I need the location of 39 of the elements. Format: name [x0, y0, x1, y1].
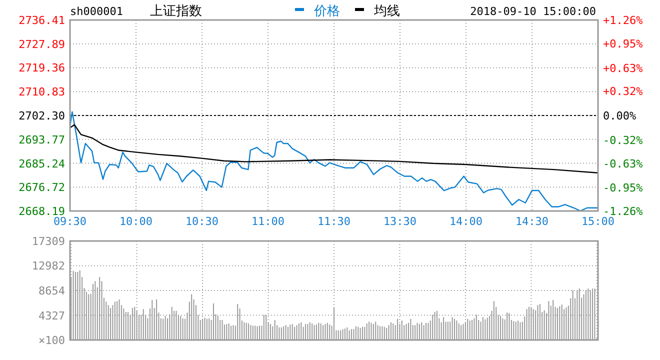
- y-tick-label: 2693.77: [18, 133, 65, 146]
- text: 2018-09-10 15:00:00: [470, 5, 596, 18]
- x-tick-label: 14:00: [449, 215, 483, 228]
- y-tick-label: 2736.41: [18, 14, 65, 27]
- y2-tick-label: 0.00%: [603, 110, 636, 122]
- y-tick-label: 2727.89: [18, 38, 65, 51]
- y2-tick-label: -1.26%: [603, 205, 644, 218]
- x-tick-label: 11:00: [251, 215, 285, 228]
- y2-tick-label: +0.95%: [603, 37, 644, 50]
- x-tick-label: 09:30: [53, 215, 87, 228]
- y2-tick-label: -0.32%: [603, 134, 644, 147]
- y-axis-title: ×100: [38, 334, 65, 347]
- chart-subtitle: sh000001: [70, 5, 123, 18]
- x-tick-label: 14:30: [515, 215, 549, 228]
- y-tick-label: 2685.24: [18, 157, 66, 170]
- y2-tick-label: +1.26%: [603, 14, 644, 27]
- y2-tick-label: +0.32%: [603, 85, 644, 98]
- legend-label: 均线: [373, 4, 400, 19]
- x-tick-label: 10:30: [185, 215, 219, 228]
- y-tick-label: 2702.30: [18, 110, 65, 122]
- y2-tick-label: -0.95%: [603, 182, 644, 195]
- y-tick-label: 2710.83: [18, 86, 65, 99]
- chart-title: 上证指数: [150, 4, 202, 19]
- x-tick-label: 15:00: [581, 215, 615, 228]
- y-tick-label: 12982: [32, 260, 65, 273]
- y-tick-label: 2719.36: [18, 62, 65, 75]
- y2-tick-label: +0.63%: [603, 62, 644, 75]
- y-tick-label: 2668.19: [18, 205, 65, 218]
- y-tick-label: 2676.72: [18, 181, 65, 194]
- y-tick-label: 17309: [32, 235, 65, 248]
- y2-tick-label: -0.63%: [603, 157, 644, 170]
- line-series: [69, 124, 599, 174]
- y-tick-label: 8654: [38, 284, 66, 298]
- y-tick-label: 4327: [38, 309, 65, 322]
- x-tick-label: 10:00: [119, 215, 153, 228]
- legend-label: 价格: [313, 4, 340, 19]
- x-tick-label: 11:30: [317, 215, 351, 228]
- x-tick-label: 13:30: [383, 215, 417, 228]
- line-series: [69, 111, 599, 212]
